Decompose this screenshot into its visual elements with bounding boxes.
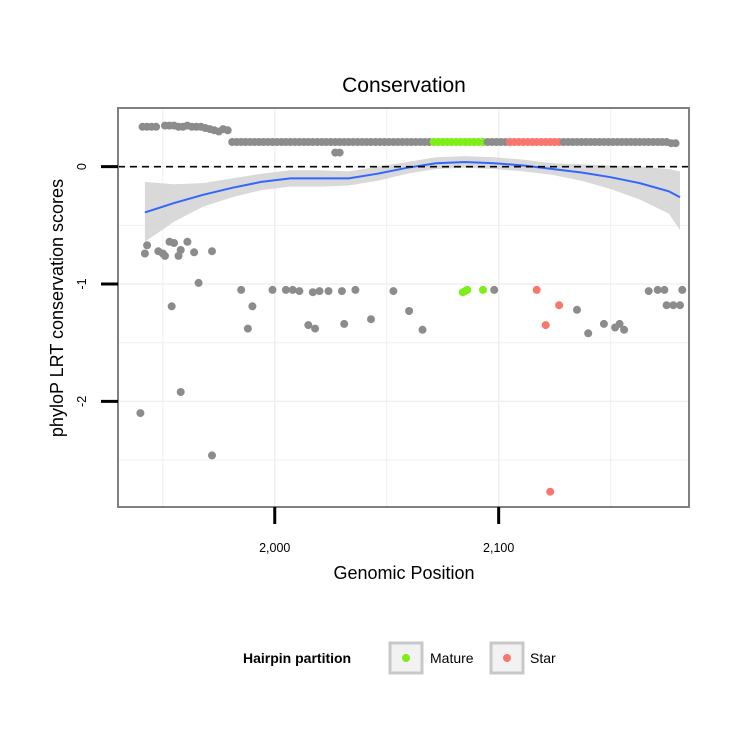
data-point-star (546, 487, 555, 496)
data-point (405, 307, 414, 315)
data-point (176, 246, 185, 254)
data-point (660, 285, 669, 294)
smooth-confidence-ribbon (144, 156, 680, 242)
legend-swatch-mature (402, 654, 410, 662)
data-point (671, 139, 680, 148)
data-point (653, 285, 662, 294)
data-point (669, 301, 678, 310)
data-point (418, 325, 427, 334)
data-point (194, 278, 203, 287)
legend-key-mature (388, 641, 424, 675)
data-point (143, 241, 152, 250)
data-point (237, 285, 246, 294)
data-point (152, 122, 161, 131)
data-point (337, 287, 346, 296)
y-axis-title: phyloP LRT conservation scores (47, 179, 67, 437)
data-point (351, 285, 360, 294)
data-point-mature (479, 285, 487, 294)
data-point (490, 285, 499, 294)
legend-title: Hairpin partition (243, 650, 351, 666)
x-tick-label: 2,100 (483, 541, 514, 555)
data-point (620, 325, 629, 334)
data-point-mature (463, 285, 472, 294)
plot-panel-border (117, 107, 690, 508)
data-point (304, 321, 313, 330)
x-axis-title: Genomic Position (333, 563, 474, 583)
data-point (176, 388, 185, 396)
legend-label-star: Star (530, 650, 556, 666)
data-point (311, 324, 320, 333)
data-point (678, 285, 687, 294)
data-point-star (532, 285, 541, 294)
data-point (340, 319, 349, 328)
data-point (676, 301, 684, 310)
data-point (208, 247, 216, 256)
data-point (190, 248, 199, 257)
data-point (662, 301, 671, 310)
legend-label-mature: Mature (430, 650, 474, 666)
data-point (248, 302, 257, 311)
data-point (140, 249, 149, 258)
data-point (573, 305, 581, 314)
x-tick-label: 2,000 (259, 541, 290, 555)
data-point-star (541, 321, 550, 330)
data-points (136, 121, 687, 496)
data-point (223, 126, 232, 135)
data-point (183, 237, 192, 246)
data-point (615, 319, 624, 328)
data-point (243, 324, 252, 333)
data-point (136, 409, 145, 418)
data-point-star (555, 301, 564, 310)
data-point (268, 285, 277, 294)
data-point (161, 251, 169, 260)
chart-title: Conservation (342, 74, 466, 97)
data-point (644, 287, 653, 296)
legend-swatch-star (503, 654, 511, 662)
data-point (367, 315, 375, 324)
data-point (208, 451, 216, 460)
smooth-trend-line (144, 160, 681, 214)
y-tick-label: -1 (75, 278, 89, 289)
data-point (335, 148, 344, 157)
data-point (389, 287, 398, 296)
data-point (167, 302, 176, 311)
data-point (584, 329, 593, 338)
data-point (170, 239, 178, 247)
data-point (324, 287, 333, 296)
legend: Hairpin partition Mature Star (243, 641, 556, 675)
y-tick-label: -2 (75, 396, 89, 407)
y-tick-label: 0 (75, 163, 89, 170)
data-point (288, 285, 297, 294)
data-point (308, 288, 317, 297)
data-point (315, 287, 324, 296)
data-point (599, 319, 608, 328)
x-axis-ticks: 2,000 2,100 (259, 507, 514, 555)
data-point (281, 285, 290, 294)
data-point (295, 287, 304, 296)
y-axis-ticks: 0 -1 -2 (75, 163, 118, 407)
